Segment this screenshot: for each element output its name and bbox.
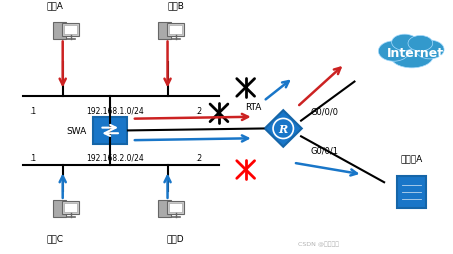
Ellipse shape: [415, 41, 444, 60]
Text: R: R: [279, 123, 288, 134]
Text: 服务器A: 服务器A: [401, 154, 423, 163]
FancyBboxPatch shape: [53, 23, 66, 40]
FancyBboxPatch shape: [62, 24, 79, 37]
Text: .2: .2: [196, 107, 203, 116]
Text: RTA: RTA: [246, 103, 262, 112]
FancyBboxPatch shape: [158, 23, 171, 40]
Ellipse shape: [390, 45, 433, 69]
Text: CSDN @爱网络发: CSDN @爱网络发: [298, 240, 339, 246]
Text: G0/0/0: G0/0/0: [311, 107, 339, 116]
Text: 主机C: 主机C: [46, 233, 63, 243]
FancyBboxPatch shape: [167, 24, 184, 37]
Text: 主机B: 主机B: [167, 2, 184, 11]
FancyBboxPatch shape: [62, 201, 79, 214]
Ellipse shape: [392, 35, 418, 51]
FancyBboxPatch shape: [167, 201, 184, 214]
Text: .1: .1: [29, 107, 37, 116]
FancyBboxPatch shape: [169, 203, 182, 212]
FancyBboxPatch shape: [53, 200, 66, 217]
Text: G0/0/1: G0/0/1: [311, 146, 339, 155]
Text: 主机A: 主机A: [46, 2, 63, 11]
FancyBboxPatch shape: [93, 117, 127, 145]
FancyBboxPatch shape: [64, 203, 77, 212]
Ellipse shape: [378, 42, 409, 62]
FancyBboxPatch shape: [169, 26, 182, 35]
FancyBboxPatch shape: [64, 26, 77, 35]
Text: 主机D: 主机D: [167, 233, 184, 243]
Text: SWA: SWA: [66, 126, 87, 135]
Ellipse shape: [408, 36, 433, 52]
FancyBboxPatch shape: [397, 176, 426, 208]
Text: .2: .2: [196, 153, 203, 162]
Text: Internet: Internet: [387, 46, 444, 59]
FancyBboxPatch shape: [158, 200, 171, 217]
Polygon shape: [265, 111, 302, 147]
Text: 192.168.2.0/24: 192.168.2.0/24: [86, 153, 144, 162]
Text: 192.168.1.0/24: 192.168.1.0/24: [86, 107, 144, 116]
Text: .1: .1: [29, 153, 37, 162]
